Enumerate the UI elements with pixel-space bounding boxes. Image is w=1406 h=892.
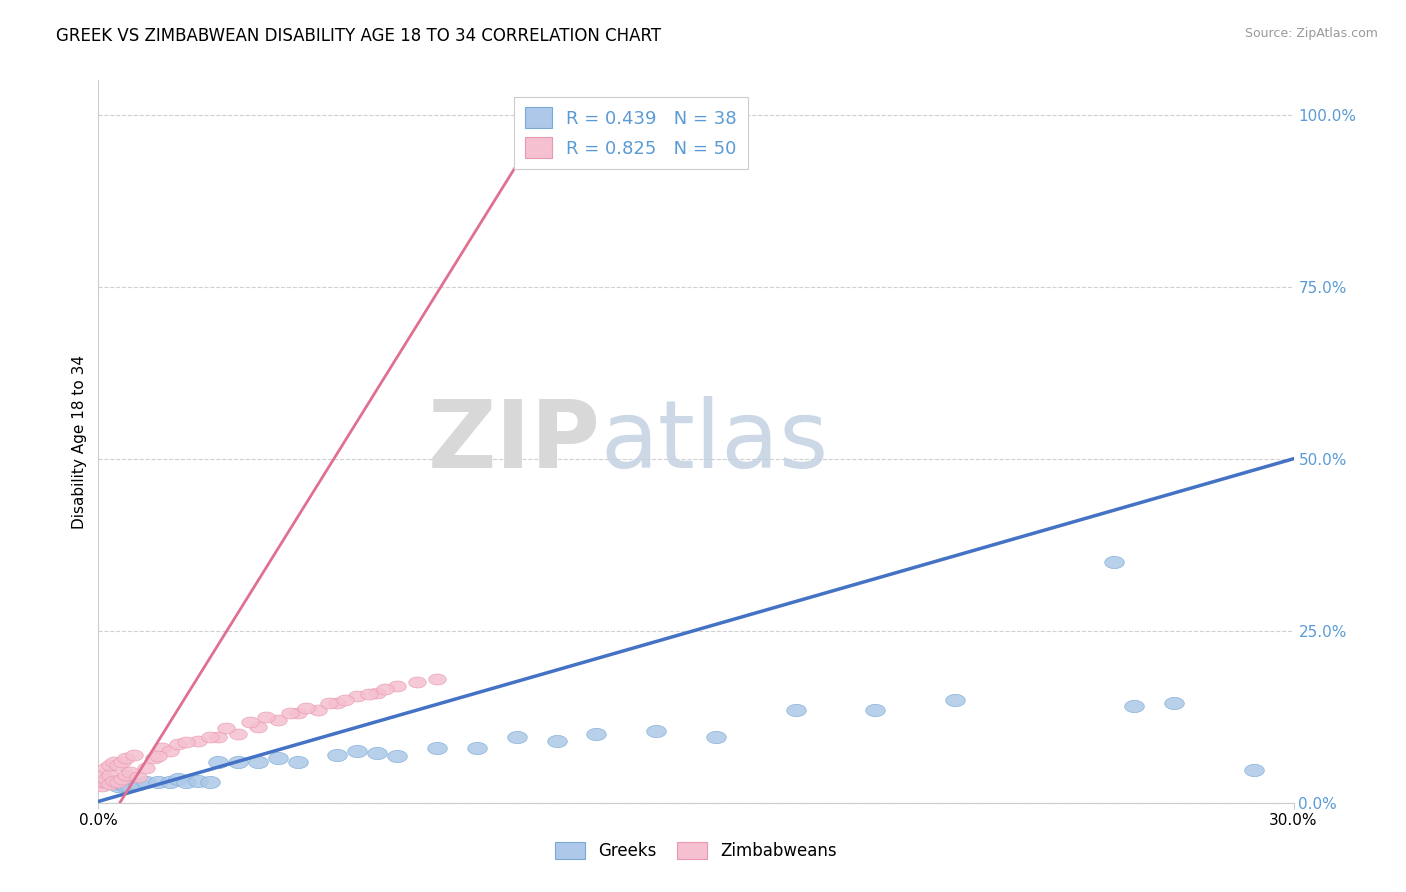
Point xyxy=(385,749,409,764)
Point xyxy=(148,775,170,789)
Point xyxy=(103,775,125,789)
Point xyxy=(278,706,301,721)
Point xyxy=(366,686,388,700)
Point xyxy=(335,692,357,706)
Point xyxy=(187,773,209,788)
Point xyxy=(96,775,118,789)
Point xyxy=(307,703,329,717)
Point xyxy=(943,692,966,706)
Point xyxy=(187,734,209,748)
Point xyxy=(346,689,368,703)
Point xyxy=(215,722,238,736)
Point xyxy=(287,706,309,721)
Text: atlas: atlas xyxy=(600,395,828,488)
Point xyxy=(120,764,142,779)
Point xyxy=(111,776,134,790)
Point xyxy=(198,775,221,789)
Point xyxy=(546,734,568,748)
Point xyxy=(267,713,290,727)
Legend: Greeks, Zimbabweans: Greeks, Zimbabweans xyxy=(548,835,844,867)
Point xyxy=(159,744,181,758)
Point xyxy=(143,751,166,765)
Text: Source: ZipAtlas.com: Source: ZipAtlas.com xyxy=(1244,27,1378,40)
Point xyxy=(127,776,149,790)
Point xyxy=(246,755,269,769)
Point xyxy=(167,737,190,751)
Point xyxy=(96,761,118,775)
Point xyxy=(506,731,529,745)
Point xyxy=(359,687,381,701)
Point xyxy=(465,740,488,755)
Point xyxy=(318,696,340,710)
Point xyxy=(91,768,114,782)
Point xyxy=(294,701,316,715)
Point xyxy=(159,775,181,789)
Point xyxy=(107,758,129,772)
Point xyxy=(366,746,388,760)
Point xyxy=(107,779,129,793)
Point xyxy=(124,747,146,762)
Point xyxy=(1243,763,1265,777)
Point xyxy=(254,710,277,724)
Point xyxy=(239,714,262,729)
Point xyxy=(174,735,197,749)
Point xyxy=(267,751,290,765)
Point xyxy=(326,696,349,710)
Point xyxy=(704,731,727,745)
Point xyxy=(1123,699,1146,714)
Point xyxy=(645,723,668,738)
Point xyxy=(426,740,449,755)
Text: GREEK VS ZIMBABWEAN DISABILITY AGE 18 TO 34 CORRELATION CHART: GREEK VS ZIMBABWEAN DISABILITY AGE 18 TO… xyxy=(56,27,661,45)
Point xyxy=(374,682,396,697)
Point xyxy=(585,727,607,741)
Point xyxy=(120,779,142,793)
Point xyxy=(111,772,134,786)
Point xyxy=(91,779,114,793)
Point xyxy=(426,672,449,686)
Point xyxy=(98,768,122,782)
Point xyxy=(98,775,122,789)
Point xyxy=(96,772,118,786)
Point xyxy=(385,679,409,693)
Point xyxy=(98,776,122,790)
Y-axis label: Disability Age 18 to 34: Disability Age 18 to 34 xyxy=(72,354,87,529)
Point xyxy=(103,773,125,788)
Point xyxy=(98,758,122,772)
Point xyxy=(1163,696,1185,710)
Point xyxy=(198,731,221,745)
Point xyxy=(167,772,190,786)
Point xyxy=(107,775,129,789)
Point xyxy=(150,740,173,755)
Point xyxy=(287,755,309,769)
Point xyxy=(127,770,149,784)
Point xyxy=(135,761,157,775)
Point xyxy=(111,755,134,769)
Point xyxy=(207,731,229,745)
Point xyxy=(1104,555,1126,569)
Point xyxy=(226,755,249,769)
Point xyxy=(246,720,269,734)
Point xyxy=(174,775,197,789)
Point xyxy=(135,775,157,789)
Point xyxy=(103,755,125,769)
Point xyxy=(96,775,118,789)
Point xyxy=(406,675,429,690)
Point xyxy=(148,749,170,764)
Text: ZIP: ZIP xyxy=(427,395,600,488)
Point xyxy=(346,744,368,758)
Point xyxy=(115,768,138,782)
Point xyxy=(115,751,138,765)
Point xyxy=(207,755,229,769)
Point xyxy=(91,775,114,789)
Point xyxy=(115,779,138,793)
Point xyxy=(865,703,887,717)
Point xyxy=(785,703,807,717)
Point xyxy=(326,747,349,762)
Point xyxy=(226,727,249,741)
